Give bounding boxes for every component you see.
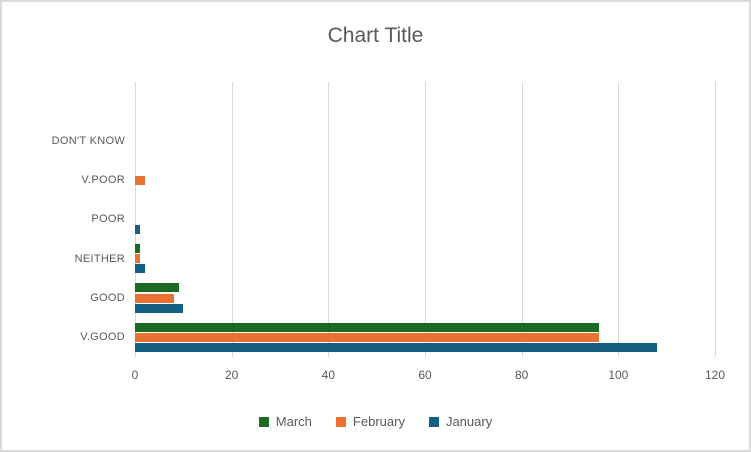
category-label: DON'T KNOW bbox=[51, 134, 125, 147]
legend-label: February bbox=[352, 414, 405, 429]
legend: March February January bbox=[2, 414, 749, 429]
legend-swatch-march bbox=[258, 416, 269, 427]
bar-january-neither bbox=[135, 264, 145, 274]
category-band-don-t-know: DON'T KNOW bbox=[52, 121, 715, 160]
legend-label: March bbox=[275, 414, 312, 429]
gridline bbox=[328, 82, 330, 357]
x-tick-label-80: 80 bbox=[514, 368, 529, 382]
x-tick-label-40: 40 bbox=[321, 368, 335, 382]
x-tick-label-0: 0 bbox=[131, 368, 139, 382]
gridline bbox=[521, 82, 523, 357]
legend-item-february: February bbox=[335, 414, 405, 429]
legend-label: January bbox=[445, 414, 493, 429]
bar-january-v-good bbox=[135, 343, 657, 353]
category-band-v-poor: V.POOR bbox=[81, 161, 715, 200]
value-axis-line bbox=[135, 82, 136, 357]
category-label: V.POOR bbox=[81, 174, 125, 187]
category-label: NEITHER bbox=[74, 252, 125, 265]
category-band-neither: NEITHER bbox=[75, 239, 715, 278]
category-label: V.GOOD bbox=[80, 331, 125, 344]
bar-february-v-good bbox=[135, 332, 599, 342]
gridline bbox=[618, 82, 620, 357]
bar-march-v-good bbox=[135, 322, 599, 332]
category-bands: DON'T KNOW V.POOR POOR NEITHER GOOD V.GOOD bbox=[52, 82, 715, 357]
legend-swatch-february bbox=[335, 416, 346, 427]
bar-march-neither bbox=[135, 244, 140, 254]
legend-item-january: January bbox=[428, 414, 493, 429]
x-tick-label-100: 100 bbox=[608, 368, 629, 382]
bar-february-neither bbox=[135, 254, 140, 264]
category-band-good: GOOD bbox=[90, 278, 715, 317]
gridline bbox=[231, 82, 233, 357]
x-tick-label-120: 120 bbox=[704, 368, 726, 382]
gridline bbox=[425, 82, 426, 357]
category-band-poor: POOR bbox=[91, 200, 715, 239]
plot-area: DON'T KNOW V.POOR POOR NEITHER GOOD V.GOOD bbox=[52, 82, 716, 357]
category-label: POOR bbox=[91, 213, 125, 226]
x-tick-label-60: 60 bbox=[418, 368, 432, 382]
bar-january-poor bbox=[135, 225, 140, 235]
gridline bbox=[715, 82, 716, 357]
bar-january-good bbox=[135, 303, 184, 313]
bar-march-good bbox=[135, 283, 179, 293]
legend-swatch-january bbox=[428, 416, 439, 427]
category-band-v-good: V.GOOD bbox=[80, 318, 715, 357]
bar-february-good bbox=[135, 293, 174, 303]
bar-february-v-poor bbox=[135, 175, 145, 185]
category-label: GOOD bbox=[90, 292, 125, 305]
legend-item-march: March bbox=[258, 414, 312, 429]
x-tick-label-20: 20 bbox=[224, 368, 239, 382]
chart-title: Chart Title bbox=[327, 24, 424, 47]
